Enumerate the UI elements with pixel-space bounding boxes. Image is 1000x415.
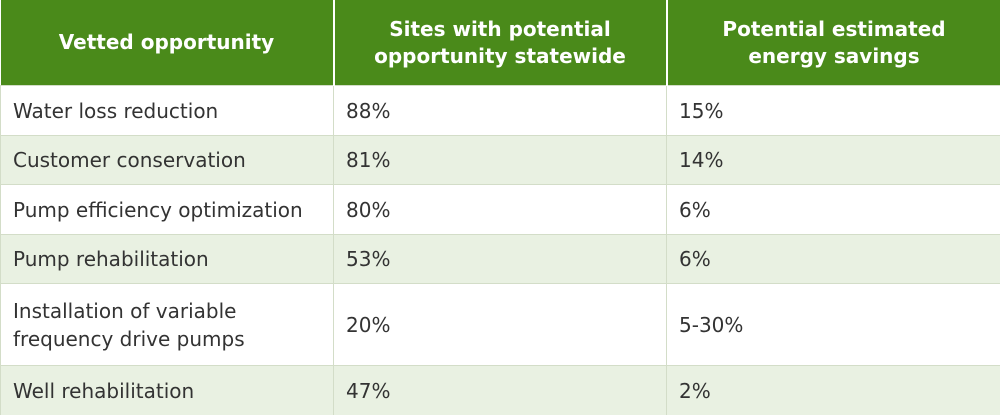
table-cell: 81% — [333, 135, 667, 185]
table-cell: 53% — [333, 234, 667, 284]
header-cell: Sites with potential opportunity statewi… — [333, 0, 668, 86]
header-row: Vetted opportunity Sites with potential o… — [0, 0, 1000, 86]
table-cell: 2% — [666, 365, 1000, 415]
table-row: Well rehabilitation 47% 2% — [0, 365, 1000, 415]
table-cell: 80% — [333, 184, 667, 235]
table-cell: Pump rehabilitation — [0, 234, 334, 284]
table-cell: Water loss reduction — [0, 85, 334, 136]
table-row: Water loss reduction 88% 15% — [0, 85, 1000, 136]
table-header: Vetted opportunity Sites with potential o… — [0, 0, 1000, 86]
table-row: Installation of variable frequency drive… — [0, 283, 1000, 366]
table-cell: Customer conservation — [0, 135, 334, 185]
header-cell: Vetted opportunity — [0, 0, 335, 86]
table-cell: 88% — [333, 85, 667, 136]
table-cell: 5-30% — [666, 283, 1000, 366]
table-cell: Well rehabilitation — [0, 365, 334, 415]
table-cell: 47% — [333, 365, 667, 415]
table-cell: 6% — [666, 184, 1000, 235]
table-row: Customer conservation 81% 14% — [0, 135, 1000, 185]
table-cell: 14% — [666, 135, 1000, 185]
table-cell: Pump efficiency optimization — [0, 184, 334, 235]
table-row: Pump rehabilitation 53% 6% — [0, 234, 1000, 284]
table-cell: 20% — [333, 283, 667, 366]
header-cell: Potential estimated energy savings — [666, 0, 1000, 86]
table-row: Pump efficiency optimization 80% 6% — [0, 184, 1000, 235]
table-cell: 6% — [666, 234, 1000, 284]
table-cell: 15% — [666, 85, 1000, 136]
table-cell: Installation of variable frequency drive… — [0, 283, 334, 366]
table-body: Water loss reduction 88% 15% Customer conse… — [0, 85, 1000, 415]
